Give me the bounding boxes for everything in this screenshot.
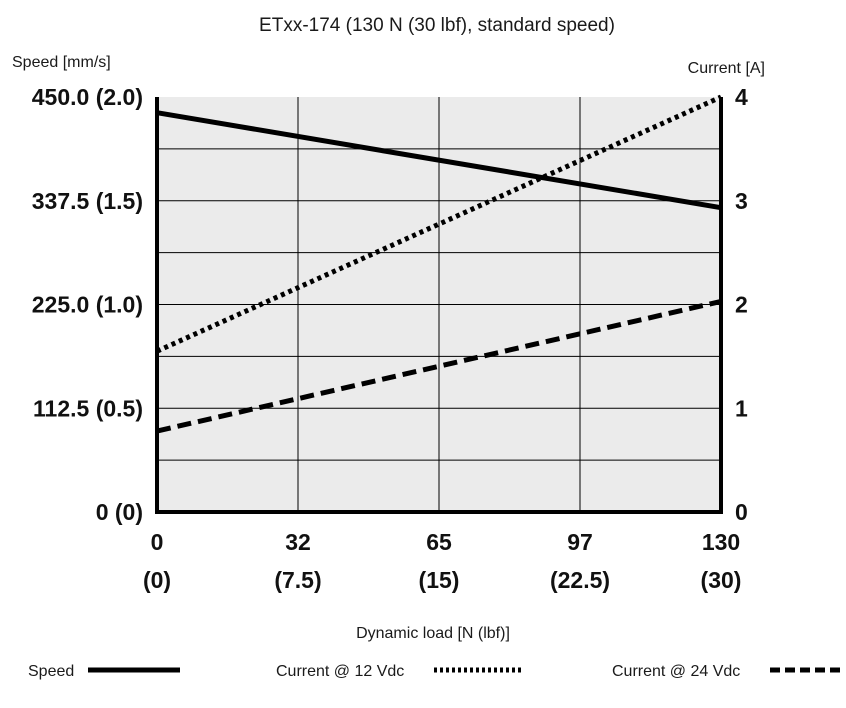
x-axis-label: Dynamic load [N (lbf)]	[356, 625, 510, 642]
x-tick-label: 97	[567, 529, 593, 555]
y-tick-label-right: 3	[735, 188, 748, 214]
y-tick-label-right: 4	[735, 84, 748, 110]
series-line-speed	[156, 110, 722, 211]
grid	[157, 97, 721, 512]
x-tick-label: 0	[151, 529, 164, 555]
legend-label-current-24vdc: Current @ 24 Vdc	[612, 663, 740, 680]
x-tick-sublabel: (30)	[701, 567, 742, 593]
axes	[155, 97, 723, 514]
legend-label-current-12vdc: Current @ 12 Vdc	[276, 663, 404, 680]
y-tick-label-left: 112.5 (0.5)	[33, 395, 143, 421]
y-axis-label-right: Current [A]	[688, 60, 765, 77]
x-tick-label: 32	[285, 529, 311, 555]
y-tick-label-right: 1	[735, 395, 748, 421]
series-line-current-24-vdc	[156, 298, 722, 434]
x-tick-sublabel: (15)	[419, 567, 460, 593]
x-tick-sublabel: (0)	[143, 567, 171, 593]
legend: Speed Current @ 12 Vdc Current @ 24 Vdc	[28, 663, 842, 680]
y-tick-label-left: 337.5 (1.5)	[32, 188, 143, 214]
series-line-current-12-vdc	[155, 94, 723, 354]
x-tick-sublabel: (22.5)	[550, 567, 610, 593]
y-tick-label-left: 0 (0)	[96, 499, 143, 525]
y-tick-label-left: 225.0 (1.0)	[32, 292, 143, 318]
y-axis-label-left: Speed [mm/s]	[12, 54, 111, 71]
x-tick-sublabel: (7.5)	[274, 567, 321, 593]
y-tick-label-right: 2	[735, 292, 748, 318]
y-tick-label-left: 450.0 (2.0)	[32, 84, 143, 110]
x-tick-label: 130	[702, 529, 740, 555]
chart-title: ETxx-174 (130 N (30 lbf), standard speed…	[259, 15, 615, 36]
y-tick-label-right: 0	[735, 499, 748, 525]
series-lines	[155, 94, 723, 434]
tick-labels: 0 (0) 112.5 (0.5) 225.0 (1.0) 337.5 (1.5) 45…	[32, 84, 748, 593]
x-tick-label: 65	[426, 529, 452, 555]
legend-label-speed: Speed	[28, 663, 74, 680]
